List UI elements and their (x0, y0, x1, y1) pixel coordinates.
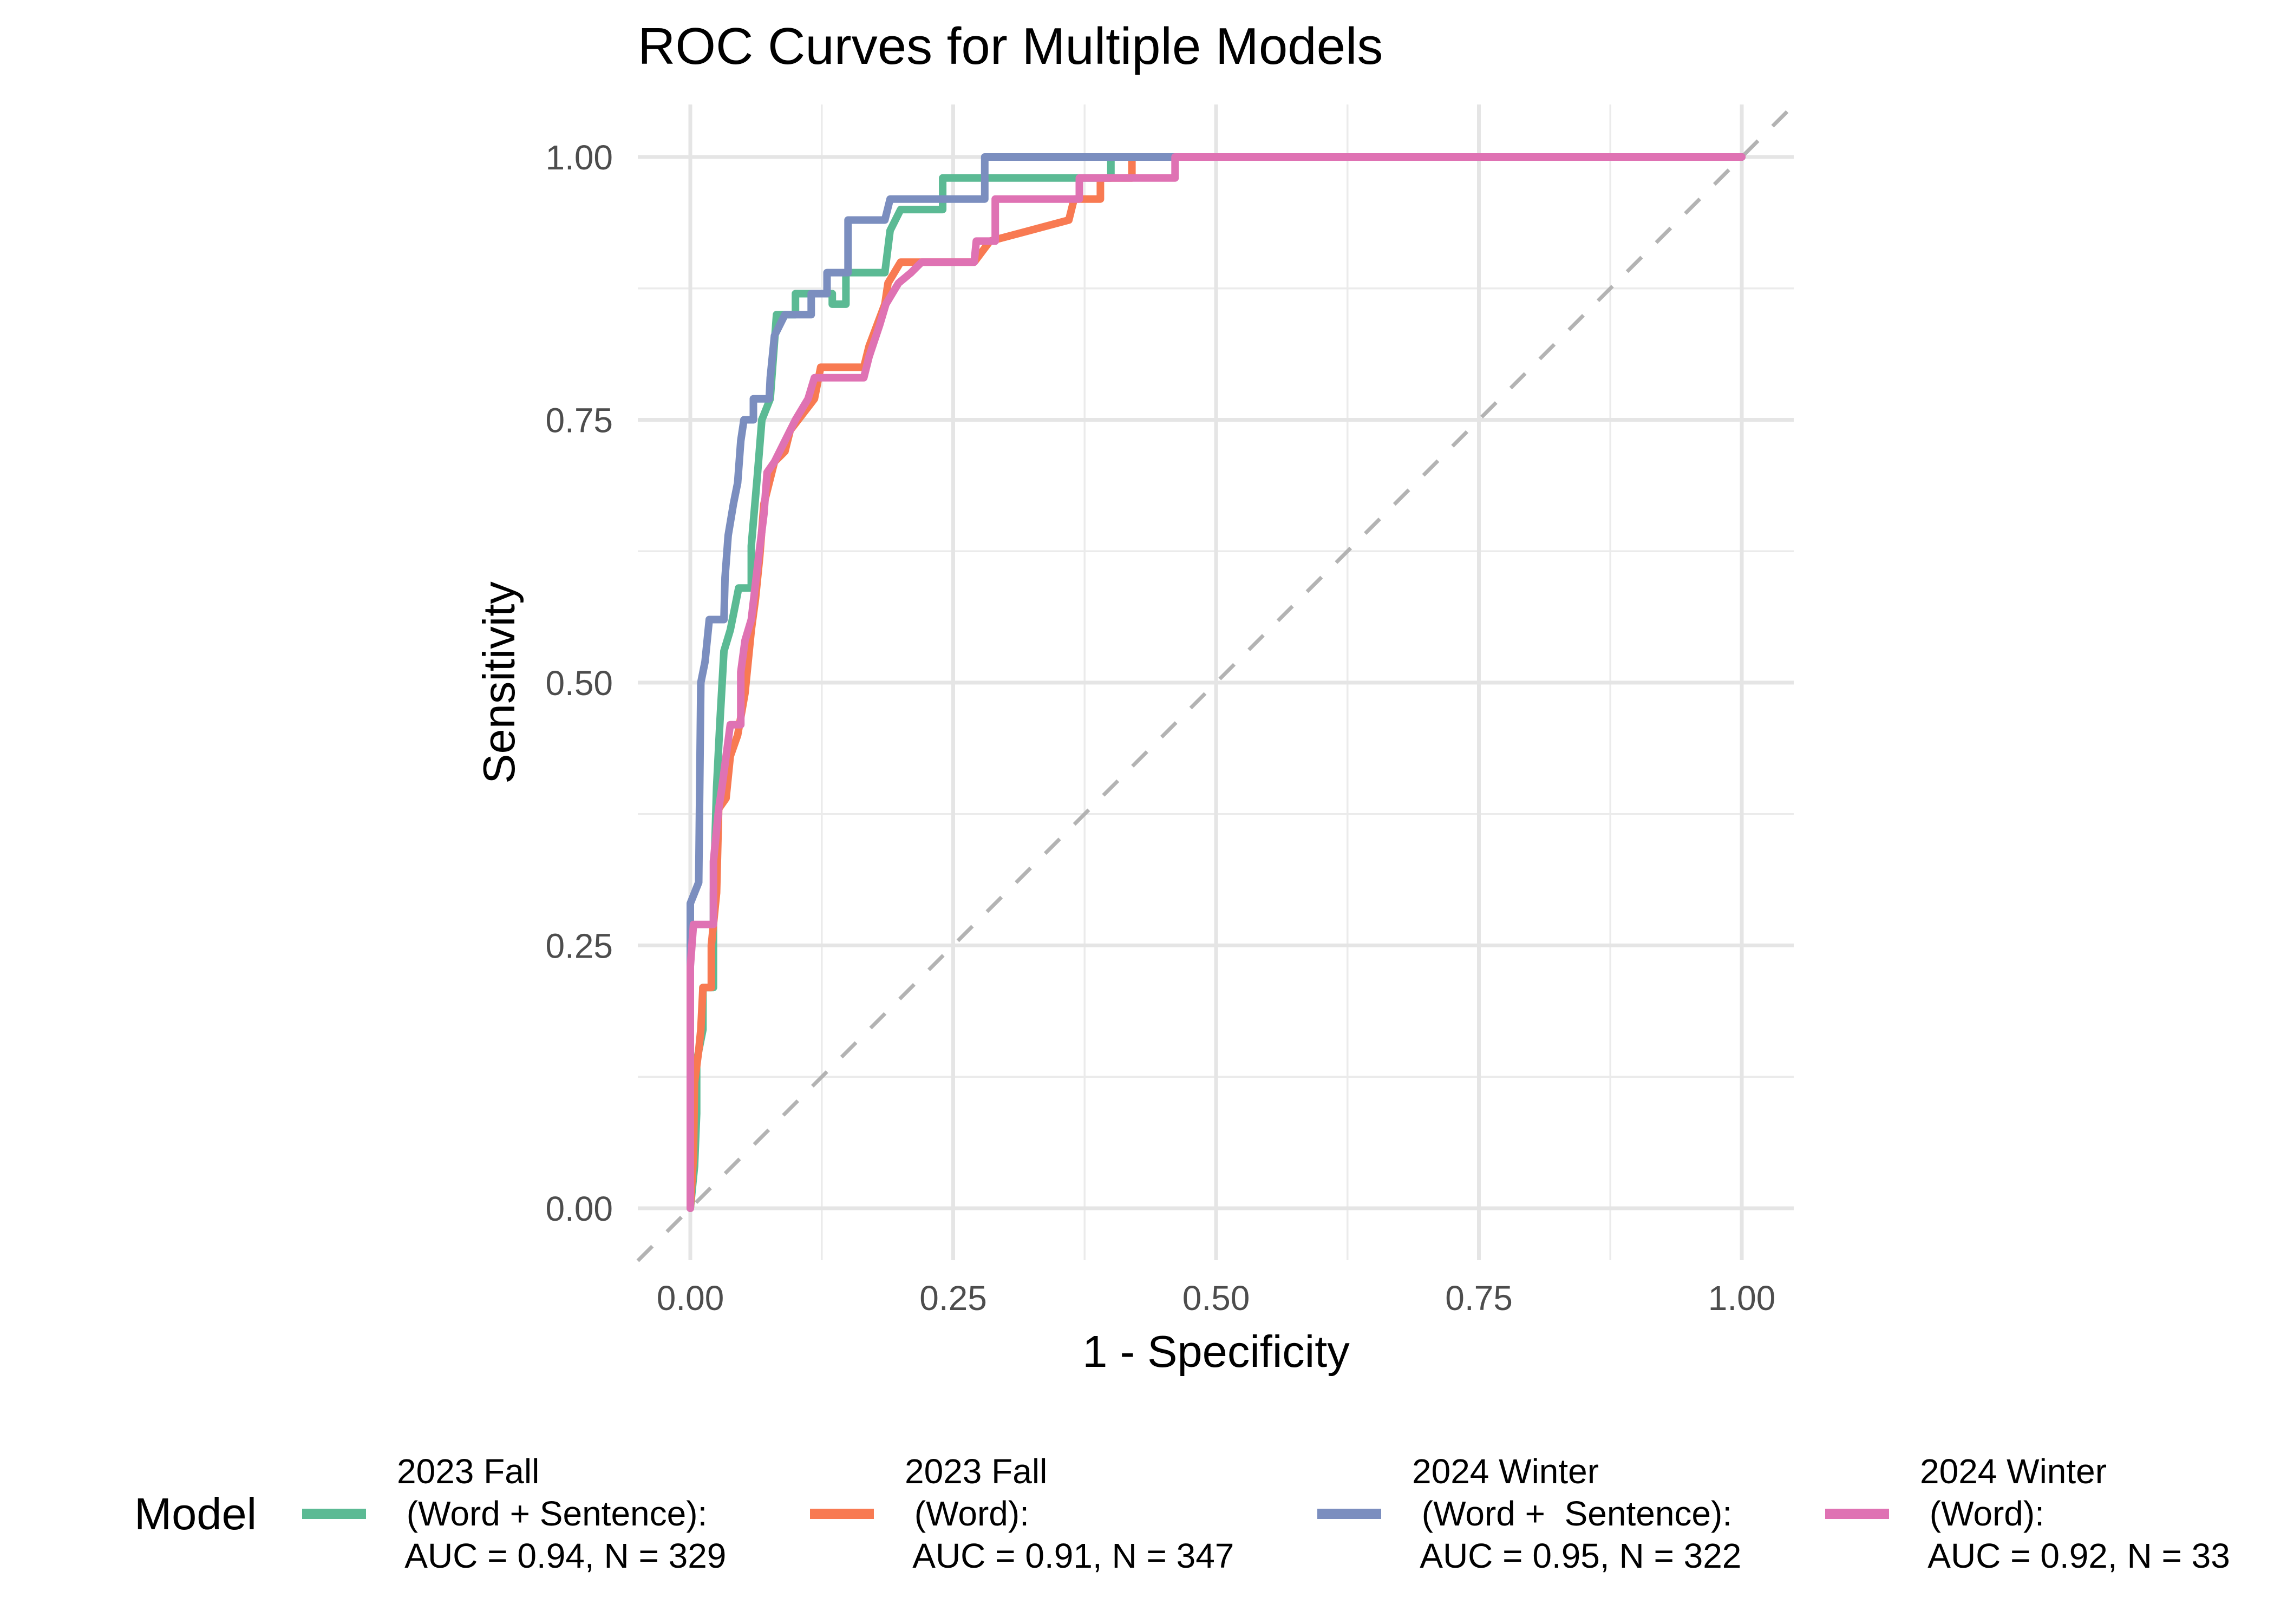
major-gridlines (638, 104, 1794, 1260)
legend-label-line: AUC = 0.91, N = 347 (905, 1536, 1234, 1575)
legend-title: Model (134, 1489, 257, 1539)
roc-curve-series-3 (687, 153, 1746, 1212)
legend-label-line: (Word + Sentence): (1412, 1494, 1732, 1533)
y-tick-label: 0.00 (545, 1189, 613, 1228)
legend-label-line: AUC = 0.92, N = 33 (1920, 1536, 2230, 1575)
legend-label-line: AUC = 0.95, N = 322 (1412, 1536, 1741, 1575)
legend-label-line: 2023 Fall (905, 1452, 1047, 1491)
x-axis-title: 1 - Specificity (1082, 1326, 1350, 1377)
x-tick-label: 0.75 (1445, 1279, 1513, 1318)
legend-label-line: (Word): (905, 1494, 1029, 1533)
chart-title: ROC Curves for Multiple Models (638, 17, 1383, 75)
x-tick-label: 1.00 (1708, 1279, 1776, 1318)
x-axis-ticks: 0.00 0.25 0.50 0.75 1.00 (657, 1279, 1776, 1318)
y-tick-label: 1.00 (545, 138, 613, 177)
legend-label-line: (Word): (1920, 1494, 2044, 1533)
legend-key-swatch (1825, 1509, 1889, 1519)
y-tick-label: 0.75 (545, 401, 613, 440)
legend-label-line: AUC = 0.94, N = 329 (397, 1536, 726, 1575)
legend-key-swatch (1317, 1509, 1381, 1519)
x-tick-label: 0.00 (657, 1279, 724, 1318)
legend-item: 2024 Winter (Word): AUC = 0.92, N = 33 (1825, 1452, 2230, 1575)
legend-item: 2023 Fall (Word + Sentence): AUC = 0.94,… (302, 1452, 726, 1575)
legend-label-line: 2024 Winter (1920, 1452, 2107, 1491)
legend-label-line: 2023 Fall (397, 1452, 539, 1491)
legend-label-line: (Word + Sentence): (397, 1494, 707, 1533)
y-axis-ticks: 0.00 0.25 0.50 0.75 1.00 (545, 138, 613, 1228)
roc-curve-series-4 (687, 153, 1746, 1212)
legend: Model 2023 Fall (Word + Sentence): AUC =… (134, 1452, 2230, 1575)
legend-item: 2023 Fall (Word): AUC = 0.91, N = 347 (810, 1452, 1234, 1575)
legend-item: 2024 Winter (Word + Sentence): AUC = 0.9… (1317, 1452, 1741, 1575)
x-tick-label: 0.25 (919, 1279, 987, 1318)
y-axis-title: Sensitivity (474, 581, 524, 784)
legend-key-swatch (810, 1509, 874, 1519)
legend-key-swatch (302, 1509, 366, 1519)
y-tick-label: 0.50 (545, 664, 613, 703)
x-tick-label: 0.50 (1182, 1279, 1250, 1318)
reference-diagonal-line (636, 103, 1795, 1262)
roc-curves (687, 153, 1746, 1212)
legend-label-line: 2024 Winter (1412, 1452, 1599, 1491)
y-tick-label: 0.25 (545, 927, 613, 966)
